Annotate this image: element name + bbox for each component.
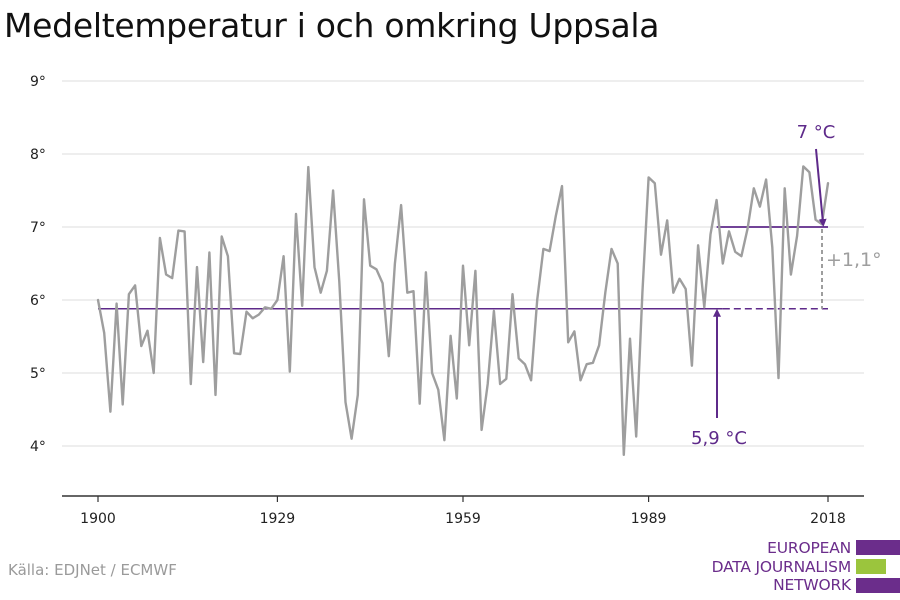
y-tick-label: 6° — [30, 293, 46, 309]
logo-bar-2 — [856, 559, 886, 574]
y-tick-label: 4° — [30, 439, 46, 455]
x-tick-label: 2018 — [810, 511, 846, 527]
annotation-7c: 7 °C — [797, 122, 836, 143]
annotations: 7 °C 5,9 °C +1,1° — [691, 122, 882, 449]
source-note: Källa: EDJNet / ECMWF — [8, 561, 177, 579]
y-tick-label: 7° — [30, 220, 46, 236]
logo-line-network: NETWORK — [773, 576, 851, 594]
chart-title: Medeltemperatur i och omkring Uppsala — [4, 6, 660, 45]
y-tick-label: 5° — [30, 366, 46, 382]
x-tick-label: 1900 — [80, 511, 116, 527]
logo-text: EUROPEAN DATA JOURNALISM NETWORK — [711, 539, 852, 595]
x-tick-label: 1929 — [260, 511, 296, 527]
series-layer — [96, 165, 830, 456]
y-tick-label: 9° — [30, 74, 46, 90]
logo-line-data-journalism: DATA JOURNALISM — [711, 557, 852, 576]
x-tick-label: 1989 — [631, 511, 667, 527]
logo-bar-1 — [856, 540, 900, 555]
logo-bar-3 — [856, 578, 900, 593]
y-axis-ticks: 4° 5° 6° 7° 8° 9° — [30, 74, 46, 455]
x-axis: 1900 1929 1959 1989 2018 — [62, 495, 864, 527]
grid-lines — [62, 80, 864, 447]
x-tick-label: 1959 — [445, 511, 481, 527]
y-tick-label: 8° — [30, 147, 46, 163]
annotation-arrow-7c — [815, 148, 827, 227]
temperature-series-line — [96, 165, 830, 456]
edjnet-logo[interactable]: EUROPEAN DATA JOURNALISM NETWORK — [690, 536, 900, 596]
annotation-difference: +1,1° — [826, 249, 882, 271]
logo-line-european: EUROPEAN — [767, 539, 851, 557]
logo-bars — [856, 540, 900, 597]
annotation-5-9c: 5,9 °C — [691, 428, 747, 449]
